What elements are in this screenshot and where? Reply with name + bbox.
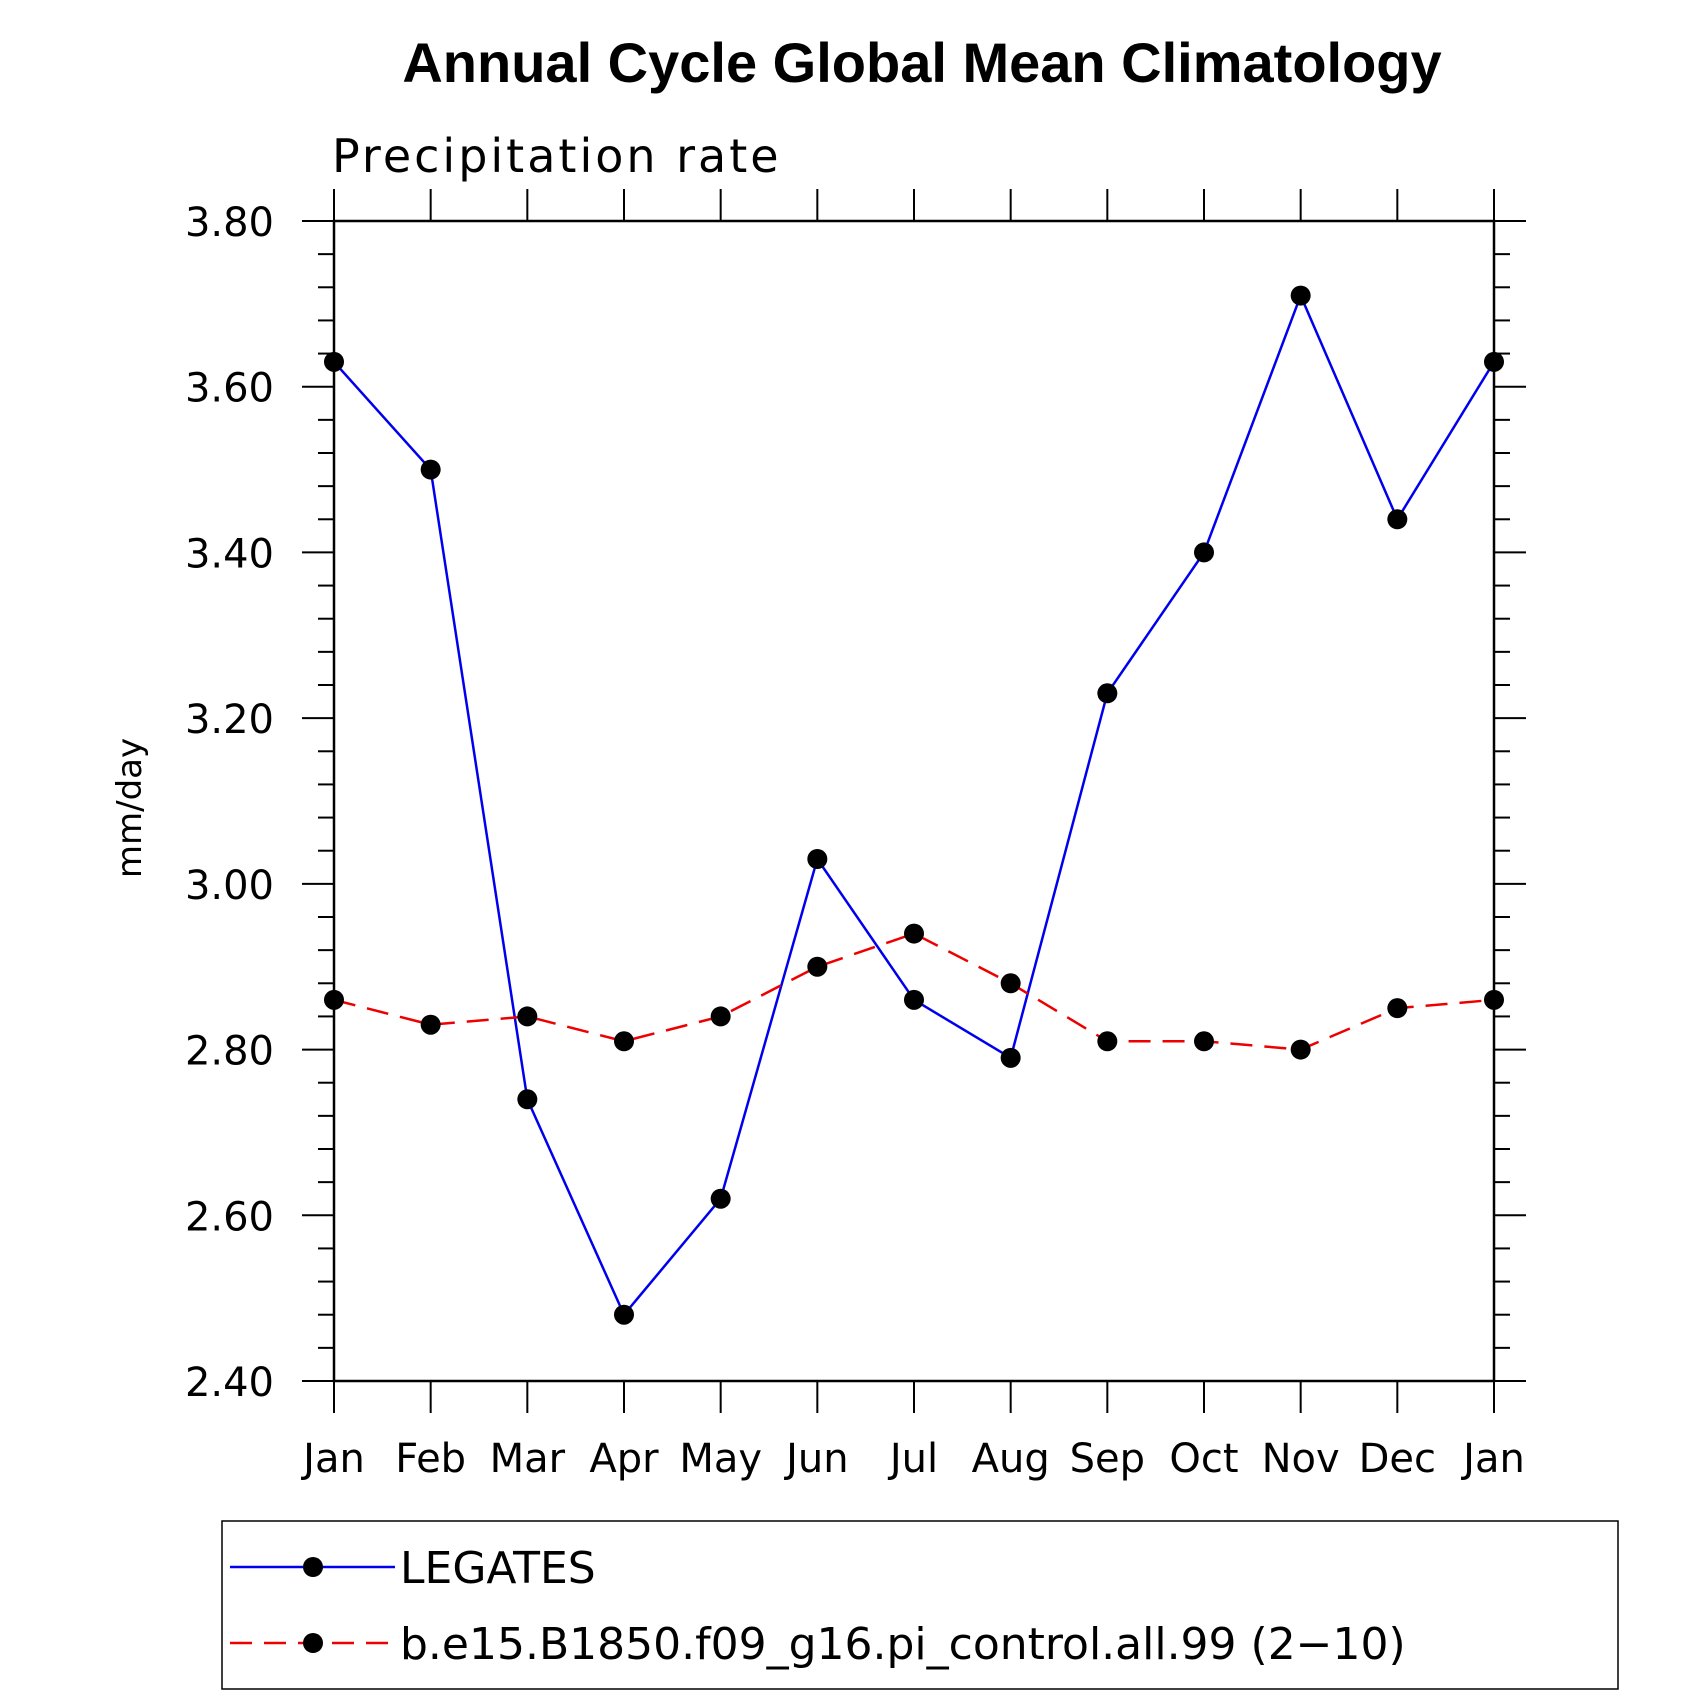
chart-title: Annual Cycle Global Mean Climatology [402, 31, 1441, 94]
x-tick-label: Jul [887, 1436, 938, 1482]
series-layer [324, 285, 1504, 1325]
x-tick-label: Apr [589, 1436, 659, 1482]
legend-box [221, 1520, 1619, 1690]
x-tick-label: Aug [972, 1436, 1050, 1482]
y-tick-label: 3.20 [185, 697, 274, 743]
data-point-series-1 [1000, 973, 1021, 994]
data-point-series-1 [420, 1014, 441, 1035]
legend-label-model: b.e15.B1850.f09_g16.pi_control.all.99 (2… [400, 1619, 1406, 1670]
data-point-series-1 [1484, 989, 1504, 1010]
data-point-series-1 [1290, 1039, 1311, 1060]
x-tick-label: Jun [783, 1436, 849, 1482]
axis-tick-labels: 2.40 2.60 2.80 3.00 3.20 3.40 3.60 3.80 Jan Feb Ma… [185, 200, 1525, 1482]
legend-label-legates: LEGATES [400, 1543, 596, 1594]
x-tick-label: Jan [1460, 1436, 1525, 1482]
x-tick-label: Mar [490, 1436, 566, 1482]
data-point-series-0 [1000, 1047, 1021, 1068]
x-tick-label: Nov [1262, 1436, 1340, 1482]
y-tick-label: 2.80 [185, 1029, 274, 1075]
data-point-series-1 [807, 956, 828, 977]
data-point-series-1 [904, 923, 924, 944]
data-point-series-1 [710, 1006, 731, 1027]
plot-frame [332, 219, 1496, 1383]
data-point-series-1 [1097, 1031, 1118, 1052]
data-point-series-1 [517, 1006, 538, 1027]
data-point-series-0 [1484, 351, 1504, 372]
x-tick-label: Dec [1359, 1436, 1436, 1482]
x-tick-label: Sep [1070, 1436, 1145, 1482]
y-tick-label: 2.40 [185, 1360, 274, 1406]
y-tick-label: 3.60 [185, 366, 274, 412]
data-point-series-0 [420, 459, 441, 480]
data-point-series-1 [1387, 998, 1408, 1019]
x-tick-label: May [679, 1436, 762, 1482]
y-tick-label: 3.40 [185, 531, 274, 577]
data-point-series-0 [1194, 542, 1214, 563]
y-tick-label: 3.00 [185, 863, 274, 909]
data-point-series-1 [614, 1031, 634, 1052]
data-point-series-0 [710, 1188, 731, 1209]
y-tick-label: 2.60 [185, 1194, 274, 1240]
data-point-series-0 [324, 351, 344, 372]
axis-ticks [302, 189, 1526, 1413]
data-point-series-0 [904, 989, 924, 1010]
chart-subtitle: Precipitation rate [332, 129, 782, 183]
legend-marker-model [303, 1633, 323, 1653]
plot-border [332, 219, 1496, 1383]
data-point-series-1 [324, 989, 344, 1010]
legend-marker-legates [303, 1557, 323, 1577]
series-line-0 [333, 292, 1496, 1318]
x-tick-label: Feb [395, 1436, 466, 1482]
data-point-series-0 [614, 1304, 634, 1325]
data-point-series-0 [1290, 285, 1311, 306]
data-point-series-0 [1097, 683, 1118, 704]
data-point-series-0 [1387, 509, 1408, 530]
data-point-series-0 [807, 849, 828, 869]
y-axis-label: mm/day [110, 738, 150, 878]
x-tick-label: Oct [1169, 1436, 1238, 1482]
data-point-series-1 [1194, 1031, 1214, 1052]
data-point-series-0 [517, 1089, 538, 1110]
x-tick-label: Jan [300, 1436, 365, 1482]
legend: LEGATES b.e15.B1850.f09_g16.pi_control.a… [221, 1520, 1619, 1690]
y-tick-label: 3.80 [185, 200, 274, 246]
